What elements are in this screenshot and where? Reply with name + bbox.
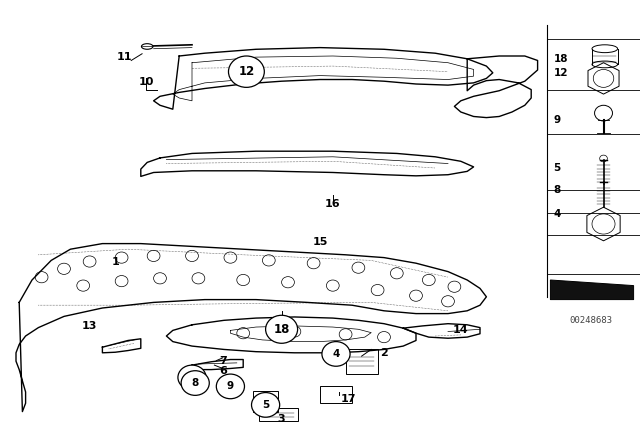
Text: 00248683: 00248683	[569, 316, 612, 325]
Circle shape	[216, 374, 244, 399]
Text: 4: 4	[554, 209, 561, 219]
Circle shape	[322, 341, 350, 366]
Text: 5: 5	[554, 163, 561, 173]
Text: 1: 1	[111, 257, 119, 267]
Polygon shape	[550, 280, 634, 300]
Text: 12: 12	[554, 68, 568, 78]
Text: 16: 16	[325, 199, 340, 209]
Text: 18: 18	[273, 323, 290, 336]
Circle shape	[228, 56, 264, 87]
Text: 15: 15	[312, 237, 328, 247]
Text: 11: 11	[117, 52, 132, 62]
Text: 2: 2	[380, 348, 388, 358]
Circle shape	[181, 370, 209, 395]
Text: 8: 8	[554, 185, 561, 195]
Text: 10: 10	[138, 77, 154, 87]
Circle shape	[252, 392, 280, 417]
Text: 8: 8	[191, 378, 199, 388]
Circle shape	[178, 365, 206, 390]
Text: 12: 12	[238, 65, 255, 78]
Circle shape	[266, 315, 298, 343]
Text: 3: 3	[278, 414, 285, 424]
Text: 17: 17	[341, 394, 356, 404]
Text: 9: 9	[227, 381, 234, 392]
Text: 7: 7	[219, 356, 227, 366]
Text: 6: 6	[219, 366, 227, 376]
Text: 14: 14	[453, 325, 468, 336]
Text: 4: 4	[332, 349, 340, 359]
Text: 18: 18	[554, 54, 568, 64]
Text: 5: 5	[262, 400, 269, 410]
Text: 13: 13	[82, 321, 97, 331]
Text: 9: 9	[554, 116, 561, 125]
